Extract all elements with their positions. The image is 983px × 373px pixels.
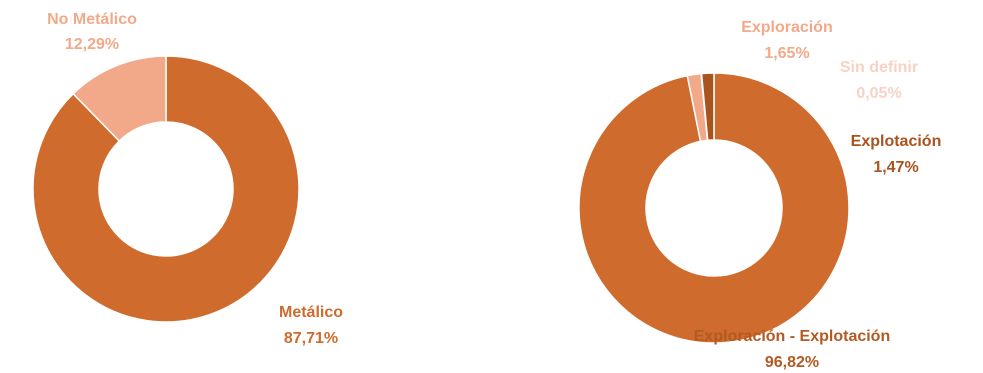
donut-slices-activity <box>578 72 850 344</box>
slice-value-sin-definir: 0,05% <box>856 85 901 102</box>
donut-chart-activity: Exploración 1,65% Sin definir 0,05% Expl… <box>578 19 942 371</box>
slice-label-no-metalico: No Metálico <box>47 11 137 28</box>
slice-value-exploracion: 1,65% <box>764 45 809 62</box>
slice-label-metalico: Metálico <box>279 304 343 321</box>
donut-slice-no-metalico <box>72 55 167 143</box>
donut-chart-mineral-type: No Metálico 12,29% Metálico 87,71% <box>32 11 343 347</box>
slice-label-exploracion: Exploración <box>741 19 833 36</box>
donut-slice-metalico <box>32 55 300 323</box>
slice-value-exploracion-explotacion: 96,82% <box>765 354 819 371</box>
donut-slice-exploracion-explotacion <box>578 72 850 344</box>
slice-value-metalico: 87,71% <box>284 330 338 347</box>
slice-label-exploracion-explotacion: Exploración - Explotación <box>694 328 890 345</box>
donut-slices-mineral-type <box>32 55 300 323</box>
slice-label-explotacion: Explotación <box>851 133 942 150</box>
donut-slice-explotacion <box>700 72 715 142</box>
slice-value-explotacion: 1,47% <box>873 159 918 176</box>
slice-label-sin-definir: Sin definir <box>840 59 918 76</box>
slice-value-no-metalico: 12,29% <box>65 36 119 53</box>
